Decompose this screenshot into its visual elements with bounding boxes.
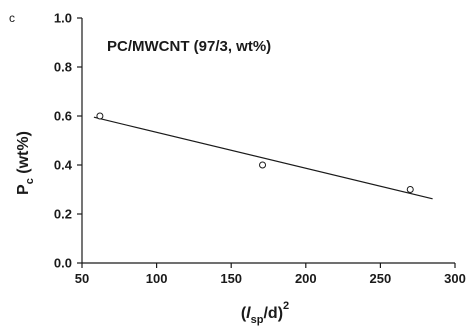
data-point xyxy=(96,112,104,120)
y-tick-label: 1.0 xyxy=(54,11,72,26)
x-tick-label: 50 xyxy=(75,271,89,286)
x-tick-label: 200 xyxy=(295,271,317,286)
data-points xyxy=(96,112,414,193)
panel-label: c xyxy=(9,11,15,25)
x-tick-label: 250 xyxy=(370,271,392,286)
y-tick-label: 0.6 xyxy=(54,109,72,124)
x-axis: 50 100 150 200 250 300 xyxy=(75,263,466,286)
y-tick-label: 0.0 xyxy=(54,256,72,271)
x-tick-label: 150 xyxy=(220,271,242,286)
y-tick-label: 0.4 xyxy=(54,158,73,173)
x-tick-label: 100 xyxy=(146,271,168,286)
chart-title: PC/MWCNT (97/3, wt%) xyxy=(107,38,271,55)
y-axis-title: Pc (wt%) xyxy=(15,131,36,195)
y-tick-label: 0.2 xyxy=(54,207,72,222)
data-point xyxy=(259,161,267,169)
plot-frame xyxy=(81,18,455,264)
data-point xyxy=(406,186,414,193)
fit-line xyxy=(93,116,433,200)
x-axis-title: (lsp/d)2 xyxy=(241,300,289,326)
x-tick-label: 300 xyxy=(444,271,466,286)
fit-line-layer xyxy=(93,116,433,200)
y-axis: 0.0 0.2 0.4 0.6 0.8 1.0 xyxy=(54,11,82,271)
y-tick-label: 0.8 xyxy=(54,60,72,75)
